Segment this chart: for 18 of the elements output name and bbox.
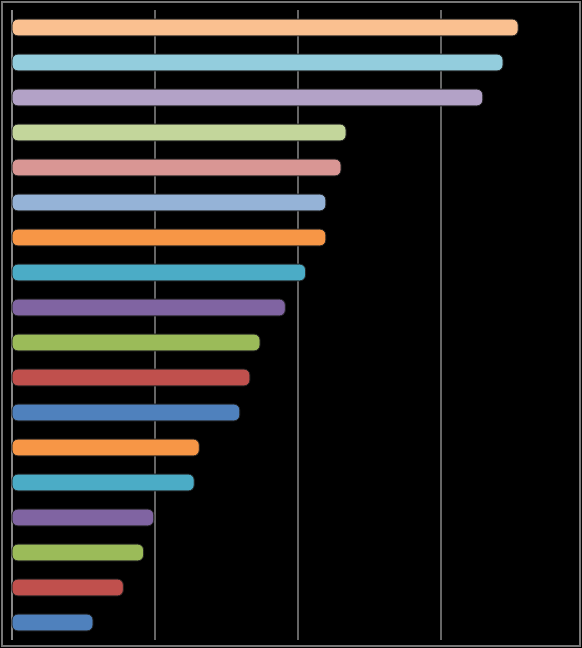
bar — [11, 88, 484, 107]
bar — [11, 543, 145, 562]
bar — [11, 158, 342, 177]
bar — [11, 508, 155, 527]
bar — [11, 193, 327, 212]
bar — [11, 123, 347, 142]
bar — [11, 263, 307, 282]
bar — [11, 53, 504, 72]
bar — [11, 403, 241, 422]
bar — [11, 578, 124, 597]
bar — [11, 333, 261, 352]
bar — [11, 473, 195, 492]
bar — [11, 228, 327, 247]
bar — [11, 368, 251, 387]
bar — [11, 613, 94, 632]
bar — [11, 298, 286, 317]
bar — [11, 438, 200, 457]
bar — [11, 18, 519, 37]
